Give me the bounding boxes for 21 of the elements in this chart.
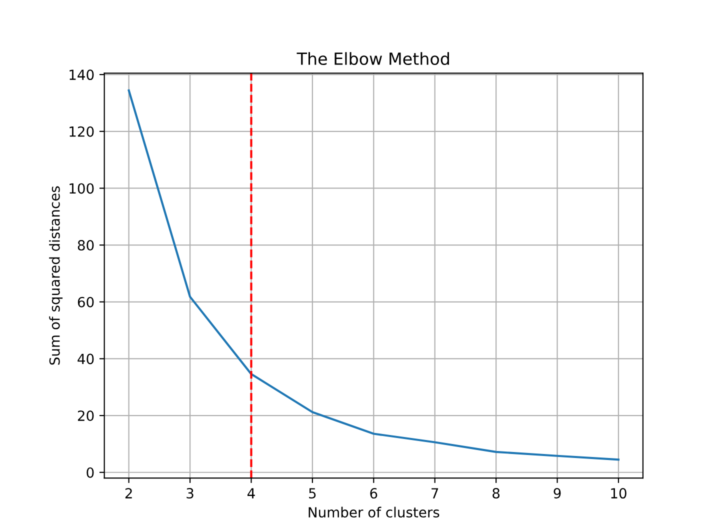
- y-tick-label: 80: [78, 240, 94, 251]
- x-axis-title: Number of clusters: [308, 506, 440, 518]
- x-tick-label: 6: [370, 488, 378, 499]
- y-tick-label: 120: [70, 126, 94, 137]
- y-tick-label: 0: [86, 467, 94, 478]
- x-tick-label: 8: [492, 488, 500, 499]
- chart-title: The Elbow Method: [296, 52, 449, 66]
- x-tick-label: 7: [432, 488, 438, 498]
- y-axis-title: Sum of squared distances: [49, 186, 63, 365]
- x-tick-label: 2: [125, 488, 132, 498]
- x-tick-label: 9: [554, 488, 561, 499]
- y-tick-label: 100: [70, 183, 94, 194]
- y-tick-label: 60: [78, 296, 94, 308]
- x-tick-label: 3: [186, 488, 194, 499]
- x-tick-label: 4: [247, 488, 255, 498]
- y-tick-label: 20: [78, 410, 94, 422]
- line-series: [128, 89, 620, 461]
- x-tick-label: 5: [309, 488, 316, 499]
- x-tick-label: 10: [611, 488, 626, 499]
- y-tick-label: 40: [78, 354, 94, 364]
- y-tick-label: 140: [70, 70, 94, 80]
